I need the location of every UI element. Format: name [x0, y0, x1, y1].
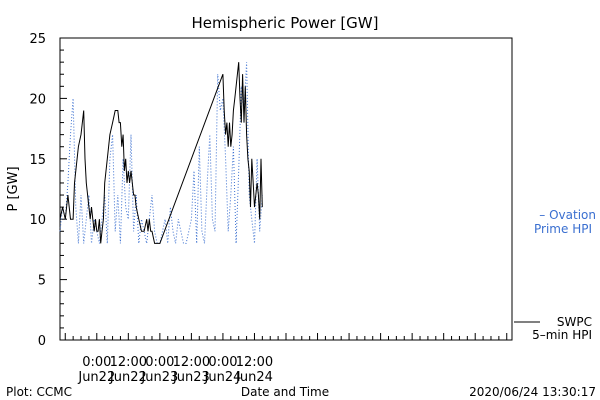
legend-ovation-line2: Prime HPI	[534, 222, 592, 236]
x-tick-time-label: 0:00	[208, 355, 237, 370]
y-tick-label: 25	[29, 32, 46, 47]
footer-axis-title: Date and Time	[241, 385, 329, 399]
x-tick-time-label: 0:00	[145, 355, 174, 370]
x-tick-date-label: Jun23	[172, 370, 210, 385]
legend: – Ovation Prime HPI SWPC 5–min HPI	[514, 208, 596, 342]
x-tick-date-label: Jun23	[140, 370, 178, 385]
x-tick-date-label: Jun22	[77, 370, 115, 385]
y-axis-label: P [GW]	[6, 166, 21, 211]
y-tick-label: 5	[38, 274, 46, 289]
series-ovation-line	[59, 62, 263, 244]
footer-plot-credit: Plot: CCMC	[6, 385, 72, 399]
x-tick-time-label: 0:00	[82, 355, 111, 370]
x-tick-date-label: Jun22	[109, 370, 147, 385]
x-tick-time-label: 12:00	[110, 355, 147, 370]
legend-swpc-line2: 5–min HPI	[532, 328, 592, 342]
chart-title: Hemispheric Power [GW]	[192, 14, 379, 32]
series-layer	[59, 62, 263, 244]
plot-frame	[59, 37, 513, 341]
x-tick-date-label: Jun24	[204, 370, 242, 385]
legend-ovation-line1: – Ovation	[539, 208, 596, 222]
y-tick-label: 10	[29, 213, 46, 228]
x-axis-ticks: 0:00Jun2212:00Jun220:00Jun2312:00Jun230:…	[64, 333, 508, 385]
y-axis-ticks: 0 5 10 15 20 25	[29, 32, 67, 349]
x-tick-time-label: 12:00	[173, 355, 210, 370]
y-tick-label: 15	[29, 153, 46, 168]
y-tick-label: 0	[38, 334, 46, 349]
x-tick-time-label: 12:00	[236, 355, 273, 370]
footer-timestamp: 2020/06/24 13:30:17	[469, 385, 596, 399]
legend-swpc-line1: SWPC	[557, 315, 592, 329]
x-tick-date-label: Jun24	[235, 370, 273, 385]
y-tick-label: 20	[29, 92, 46, 107]
series-swpc-line	[59, 62, 263, 244]
